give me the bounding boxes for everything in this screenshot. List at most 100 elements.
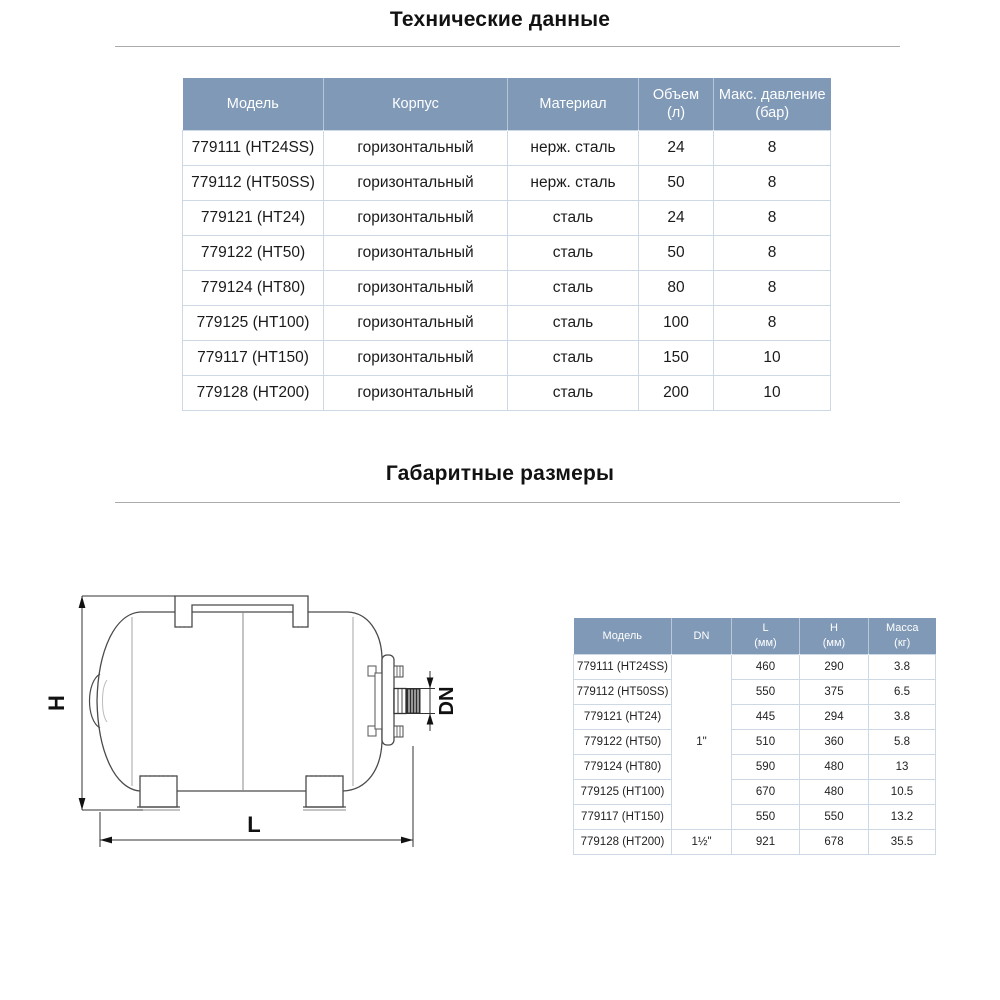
mass-cell: 6.5 xyxy=(868,678,936,705)
body-cell: горизонтальный xyxy=(323,234,508,271)
h-dimension-label: H xyxy=(44,695,69,711)
flange-bolt-top xyxy=(393,665,404,678)
foot-left xyxy=(137,775,180,811)
table-row: 779121 (HT24) горизонтальный сталь 24 8 xyxy=(182,199,831,236)
length-cell: 445 xyxy=(731,703,800,730)
pressure-cell: 8 xyxy=(713,199,831,236)
pressure-cell: 8 xyxy=(713,164,831,201)
h-dimension xyxy=(78,595,175,811)
mass-cell: 3.8 xyxy=(868,703,936,730)
section1-title: Технические данные xyxy=(389,8,611,31)
col-header-material: Материал xyxy=(507,78,639,130)
volume-cell: 150 xyxy=(638,339,714,376)
table-row: 779124 (HT80) горизонтальный сталь 80 8 xyxy=(182,269,831,306)
material-cell: сталь xyxy=(507,199,639,236)
height-cell: 360 xyxy=(799,728,869,755)
col-header-dn: DN xyxy=(671,618,732,654)
model-cell: 779128 (HT200) xyxy=(573,828,672,855)
table-row: 779111 (HT24SS) 1" 460 290 3.8 xyxy=(573,653,936,830)
end-cap-dome xyxy=(89,673,101,729)
table-row: 779128 (HT200) 1½" 921 678 35.5 xyxy=(573,828,936,855)
height-cell: 294 xyxy=(799,703,869,730)
tech-data-table: Модель Корпус Материал Объем (л) Макс. да… xyxy=(182,78,831,411)
length-cell: 550 xyxy=(731,678,800,705)
mass-cell: 13.2 xyxy=(868,803,936,830)
body-cell: горизонтальный xyxy=(323,339,508,376)
divider-rule-bottom xyxy=(115,502,900,503)
body-cell: горизонтальный xyxy=(323,129,508,166)
model-cell: 779122 (HT50) xyxy=(573,728,672,755)
pressure-cell: 8 xyxy=(713,304,831,341)
flange-bolt-bottom xyxy=(393,725,404,738)
col-header-model: Модель xyxy=(182,78,324,130)
height-cell: 480 xyxy=(799,753,869,780)
mass-cell: 13 xyxy=(868,753,936,780)
table-row: 779112 (HT50SS) горизонтальный нерж. ста… xyxy=(182,164,831,201)
material-cell: сталь xyxy=(507,234,639,271)
height-cell: 480 xyxy=(799,778,869,805)
col-header-body: Корпус xyxy=(323,78,508,130)
model-cell: 779121 (HT24) xyxy=(573,703,672,730)
col-header-model: Модель xyxy=(573,618,672,654)
volume-cell: 24 xyxy=(638,199,714,236)
material-cell: сталь xyxy=(507,304,639,341)
material-cell: сталь xyxy=(507,374,639,411)
table-row: 779112 (HT50SS) 550 375 6.5 xyxy=(573,678,936,705)
pressure-cell: 10 xyxy=(713,374,831,411)
material-cell: сталь xyxy=(507,339,639,376)
model-cell: 779122 (HT50) xyxy=(182,234,324,271)
pressure-cell: 10 xyxy=(713,339,831,376)
dn-dimension-label: DN xyxy=(436,687,458,716)
col-header-mass: Масса (кг) xyxy=(868,618,936,654)
table-row: 779111 (HT24SS) горизонтальный нерж. ста… xyxy=(182,129,831,166)
height-cell: 550 xyxy=(799,803,869,830)
tech-header-row: Модель Корпус Материал Объем (л) Макс. да… xyxy=(182,78,831,130)
pressure-cell: 8 xyxy=(713,129,831,166)
length-cell: 921 xyxy=(731,828,800,855)
dimensions-table: Модель DN L (мм) H (мм) Масса (кг) 779111 (… xyxy=(573,618,936,855)
body-cell: горизонтальный xyxy=(323,199,508,236)
section2-title: Габаритные размеры xyxy=(385,462,615,485)
foot-right xyxy=(303,775,346,811)
height-cell: 678 xyxy=(799,828,869,855)
body-cell: горизонтальный xyxy=(323,164,508,201)
mass-cell: 10.5 xyxy=(868,778,936,805)
table-row: 779117 (HT150) горизонтальный сталь 150 … xyxy=(182,339,831,376)
divider-rule-top xyxy=(115,46,900,47)
table-row: 779122 (HT50) 510 360 5.8 xyxy=(573,728,936,755)
model-cell: 779124 (HT80) xyxy=(182,269,324,306)
mass-cell: 3.8 xyxy=(868,653,936,680)
model-cell: 779111 (HT24SS) xyxy=(182,129,324,166)
model-cell: 779117 (HT150) xyxy=(182,339,324,376)
handle xyxy=(174,595,309,628)
pressure-cell: 8 xyxy=(713,269,831,306)
volume-cell: 200 xyxy=(638,374,714,411)
model-cell: 779111 (HT24SS) xyxy=(573,653,672,680)
tank-body xyxy=(89,611,383,792)
col-header-length: L (мм) xyxy=(731,618,800,654)
l-dimension-label: L xyxy=(247,812,260,837)
mass-cell: 35.5 xyxy=(868,828,936,855)
table-row: 779124 (HT80) 590 480 13 xyxy=(573,753,936,780)
length-cell: 590 xyxy=(731,753,800,780)
length-cell: 510 xyxy=(731,728,800,755)
material-cell: нерж. сталь xyxy=(507,164,639,201)
model-cell: 779124 (HT80) xyxy=(573,753,672,780)
length-cell: 460 xyxy=(731,653,800,680)
dimensions-header-row: Модель DN L (мм) H (мм) Масса (кг) xyxy=(573,618,936,654)
body-cell: горизонтальный xyxy=(323,374,508,411)
length-cell: 670 xyxy=(731,778,800,805)
col-header-volume: Объем (л) xyxy=(638,78,714,130)
col-header-max-pressure: Макс. давление (бар) xyxy=(713,78,831,130)
dn-cell: 1½" xyxy=(671,828,732,855)
body-cell: горизонтальный xyxy=(323,269,508,306)
mass-cell: 5.8 xyxy=(868,728,936,755)
model-cell: 779112 (HT50SS) xyxy=(182,164,324,201)
material-cell: нерж. сталь xyxy=(507,129,639,166)
table-row: 779117 (HT150) 550 550 13.2 xyxy=(573,803,936,830)
volume-cell: 50 xyxy=(638,164,714,201)
model-cell: 779128 (HT200) xyxy=(182,374,324,411)
material-cell: сталь xyxy=(507,269,639,306)
tank-dimension-drawing: H L DN xyxy=(44,595,458,847)
dn-cell-merged: 1" xyxy=(671,653,732,830)
